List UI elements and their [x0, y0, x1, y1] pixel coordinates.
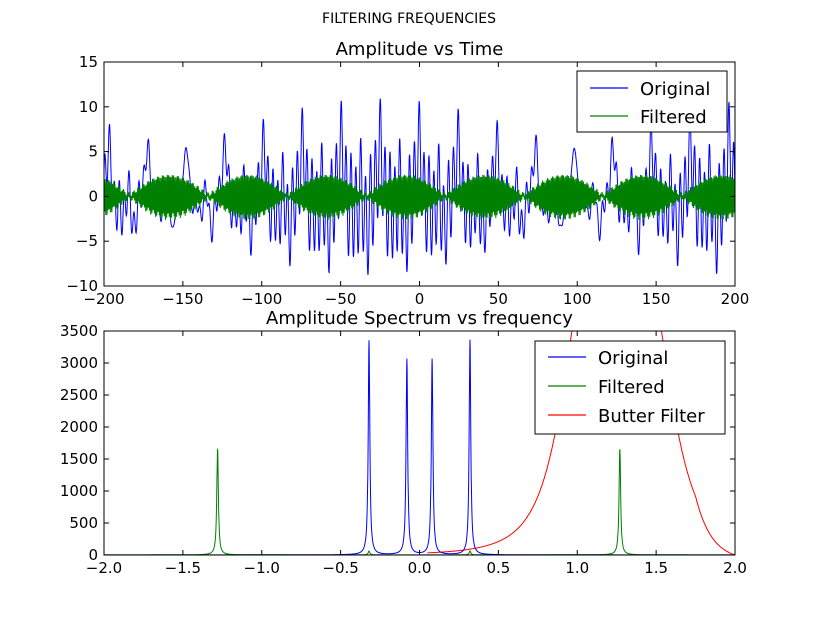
- figure-suptitle: FILTERING FREQUENCIES: [322, 11, 496, 27]
- legend-label-filtered: Filtered: [598, 377, 665, 398]
- time-ytick-label: 0: [88, 187, 98, 205]
- spectrum-xtick-label: −1.0: [244, 559, 280, 577]
- spectrum-ytick-label: 1500: [60, 450, 98, 468]
- spectrum-ytick-label: 500: [69, 514, 98, 532]
- time-xtick-label: 100: [563, 290, 592, 308]
- spectrum-ytick-label: 3000: [60, 354, 98, 372]
- subplot-time-title: Amplitude vs Time: [336, 39, 504, 60]
- time-xtick-label: 200: [721, 290, 750, 308]
- time-xtick-label: −150: [162, 290, 203, 308]
- time-xtick-label: 0: [415, 290, 425, 308]
- time-xtick-label: −200: [83, 290, 124, 308]
- spectrum-ytick-label: 3500: [60, 322, 98, 340]
- subplot-time-frame: [103, 61, 736, 287]
- subplot-time: Amplitude vs Time −200 −150 −100 −50 0 50 100 1…: [66, 39, 749, 308]
- legend-label-original: Original: [640, 79, 710, 100]
- series-butter-filter: [427, 331, 735, 555]
- subplot-time-legend: Original Filtered: [576, 70, 728, 133]
- time-ytick-label: 10: [79, 98, 98, 116]
- legend-label-original: Original: [598, 348, 668, 369]
- spectrum-xtick-label: −1.5: [165, 559, 201, 577]
- spectrum-ytick-label: 2500: [60, 386, 98, 404]
- time-ytick-label: 15: [79, 53, 98, 71]
- spectrum-xtick-label: 0.0: [408, 559, 432, 577]
- series-filtered-time: [104, 174, 735, 221]
- spectrum-xtick-label: −2.0: [86, 559, 122, 577]
- time-xtick-label: −50: [325, 290, 357, 308]
- time-xtick-label: 50: [489, 290, 508, 308]
- spectrum-xtick-label: 0.5: [486, 559, 510, 577]
- time-xtick-label: 150: [642, 290, 671, 308]
- legend-box: [576, 70, 728, 133]
- spectrum-ytick-label: 2000: [60, 418, 98, 436]
- spectrum-xtick-label: 2.0: [723, 559, 747, 577]
- spectrum-ytick-label: 1000: [60, 482, 98, 500]
- spectrum-xtick-label: −0.5: [322, 559, 358, 577]
- subplot-spectrum-title: Amplitude Spectrum vs frequency: [266, 308, 573, 329]
- time-ytick-label: −10: [66, 277, 98, 295]
- spectrum-ytick-label: 0: [88, 546, 98, 564]
- time-xtick-label: −100: [241, 290, 282, 308]
- spectrum-xtick-label: 1.0: [565, 559, 589, 577]
- time-ytick-label: 5: [88, 143, 98, 161]
- legend-label-butter-filter: Butter Filter: [598, 406, 705, 427]
- subplot-spectrum-frame: [103, 330, 736, 556]
- spectrum-xtick-label: 1.5: [644, 559, 668, 577]
- time-ytick-label: −5: [76, 232, 98, 250]
- subplot-spectrum: Amplitude Spectrum vs frequency −2.0 −1.5…: [60, 308, 747, 577]
- legend-label-filtered: Filtered: [640, 107, 707, 128]
- subplot-spectrum-legend: Original Filtered Butter Filter: [534, 340, 726, 435]
